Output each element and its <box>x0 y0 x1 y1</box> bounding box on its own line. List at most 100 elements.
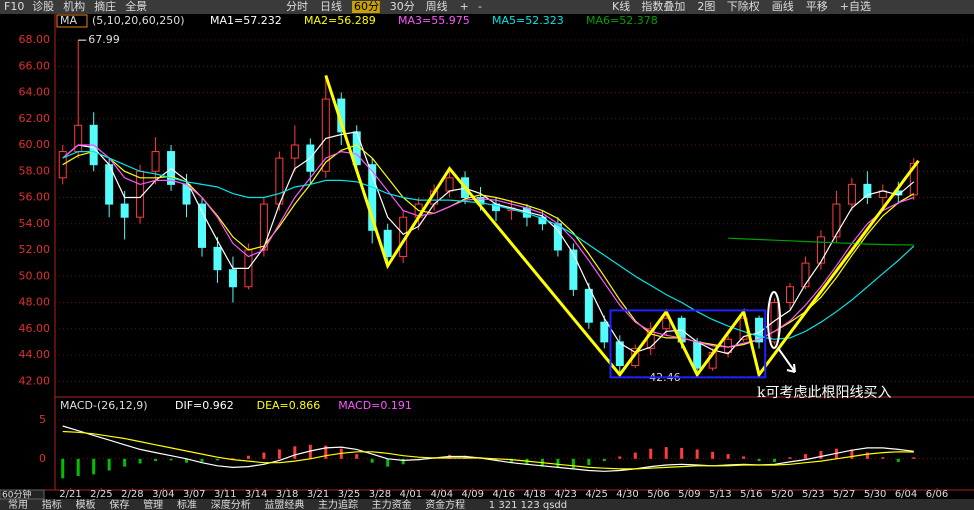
tool-button[interactable]: 2图 <box>697 0 715 13</box>
y-tick-label: 0 <box>39 452 46 465</box>
y-tick-label: 60.00 <box>19 138 51 151</box>
macd-bar <box>525 458 529 466</box>
macd-bar <box>803 454 807 459</box>
quick-button[interactable]: F10 <box>4 0 24 13</box>
macd-bar <box>200 458 204 462</box>
y-tick-label: 42.00 <box>19 374 51 387</box>
y-tick-label: 54.00 <box>19 217 51 230</box>
candle-body <box>847 183 856 205</box>
period-button[interactable]: 日线 <box>320 0 342 13</box>
tool-button[interactable]: 下除权 <box>727 0 760 13</box>
quick-button[interactable]: 摘庄 <box>94 0 116 13</box>
candle-body <box>368 164 377 231</box>
arrow <box>777 347 796 373</box>
indicator-params: (5,10,20,60,250) <box>92 14 185 27</box>
tab[interactable]: 主力资金 <box>372 498 412 510</box>
tab[interactable]: 资金方程 <box>425 498 465 510</box>
tab[interactable]: 指标 <box>42 498 62 510</box>
candle-body <box>816 236 825 264</box>
indicator-name: MA <box>60 14 77 27</box>
y-tick-label: 66.00 <box>19 59 51 72</box>
macd-bar <box>556 458 560 468</box>
x-tick-label: 4/09 <box>462 489 484 500</box>
period-button[interactable]: 周线 <box>426 0 448 13</box>
tab[interactable]: 保存 <box>109 498 129 510</box>
x-tick-label: 3/11 <box>214 489 236 500</box>
ma-line <box>62 151 915 340</box>
candle-body <box>321 98 330 172</box>
macd-bar <box>169 458 173 461</box>
tool-button[interactable]: 指数叠加 <box>641 0 685 13</box>
macd-bar <box>308 444 312 459</box>
tab[interactable]: 常用 <box>8 498 28 510</box>
period-label: 60分钟 <box>2 489 31 501</box>
active-period <box>352 1 380 13</box>
tab[interactable]: 益盟经典 <box>264 498 304 510</box>
indicator-box <box>56 14 88 28</box>
tool-button[interactable]: 画线 <box>772 0 794 13</box>
tab[interactable]: 模板 <box>76 498 96 510</box>
x-tick-label: 4/30 <box>616 489 638 500</box>
tool-button[interactable]: K线 <box>612 0 630 13</box>
macd-bar <box>123 458 127 467</box>
macd-line <box>62 430 914 470</box>
tab[interactable]: 主力追踪 <box>318 498 358 510</box>
period-button[interactable]: - <box>478 0 482 13</box>
candle-body <box>770 302 779 343</box>
macd-bar <box>881 457 885 459</box>
macd-bar <box>896 458 900 462</box>
legend-entry: MA5=52.323 <box>492 14 564 27</box>
tab[interactable]: 管理 <box>143 498 163 510</box>
macd-bar <box>277 449 281 459</box>
x-tick-label: 3/18 <box>276 489 298 500</box>
x-tick-label: 5/27 <box>833 489 855 500</box>
x-tick-label: 3/04 <box>152 489 174 500</box>
period-button[interactable]: 30分 <box>390 0 415 13</box>
period-button[interactable]: 60分 <box>354 0 379 13</box>
macd-bar <box>138 458 142 464</box>
x-tick-label: 3/21 <box>307 489 329 500</box>
tool-button[interactable]: +自选 <box>840 0 871 13</box>
legend-entry: DEA=0.866 <box>257 399 321 412</box>
ma-line <box>728 237 914 246</box>
y-tick-label: 58.00 <box>19 164 51 177</box>
candle-body <box>445 177 454 192</box>
macd-bar <box>215 458 219 461</box>
candle-body <box>832 203 841 238</box>
legend-entry: MA1=57.232 <box>210 14 282 27</box>
macd-title: MACD-(26,12,9) <box>60 399 148 412</box>
macd-bar <box>633 452 637 459</box>
toolbar <box>0 0 974 14</box>
candle-body <box>213 246 222 271</box>
macd-bar <box>262 452 266 459</box>
y-tick-label: 48.00 <box>19 296 51 309</box>
macd-bar <box>293 446 297 459</box>
candle-body <box>151 151 160 172</box>
quick-button[interactable]: 诊股 <box>32 0 54 13</box>
y-tick-label: 50.00 <box>19 269 51 282</box>
x-tick-label: 2/28 <box>121 489 143 500</box>
tab[interactable]: 标准 <box>177 499 197 510</box>
period-button[interactable]: 分时 <box>286 0 308 13</box>
macd-bar <box>185 458 189 463</box>
tool-button[interactable]: 平移 <box>806 0 828 13</box>
quick-button[interactable]: 全景 <box>125 0 147 13</box>
x-tick-label: 5/30 <box>864 489 886 500</box>
x-tick-label: 6/06 <box>926 489 948 500</box>
x-tick-label: 2/21 <box>59 489 81 500</box>
candle-body <box>182 183 191 205</box>
macd-bar <box>788 457 792 459</box>
trend-zigzag <box>324 74 920 379</box>
tab[interactable]: 深度分析 <box>211 498 251 510</box>
y-tick-label: 5 <box>39 413 46 426</box>
candle-body <box>198 203 206 248</box>
quick-button[interactable]: 机构 <box>63 0 85 13</box>
macd-bar <box>107 458 111 471</box>
macd-bar <box>386 458 390 467</box>
high-label: 67.99 <box>88 33 120 46</box>
period-box <box>0 489 45 500</box>
macd-bar <box>463 455 467 459</box>
period-button[interactable]: + <box>460 0 469 13</box>
